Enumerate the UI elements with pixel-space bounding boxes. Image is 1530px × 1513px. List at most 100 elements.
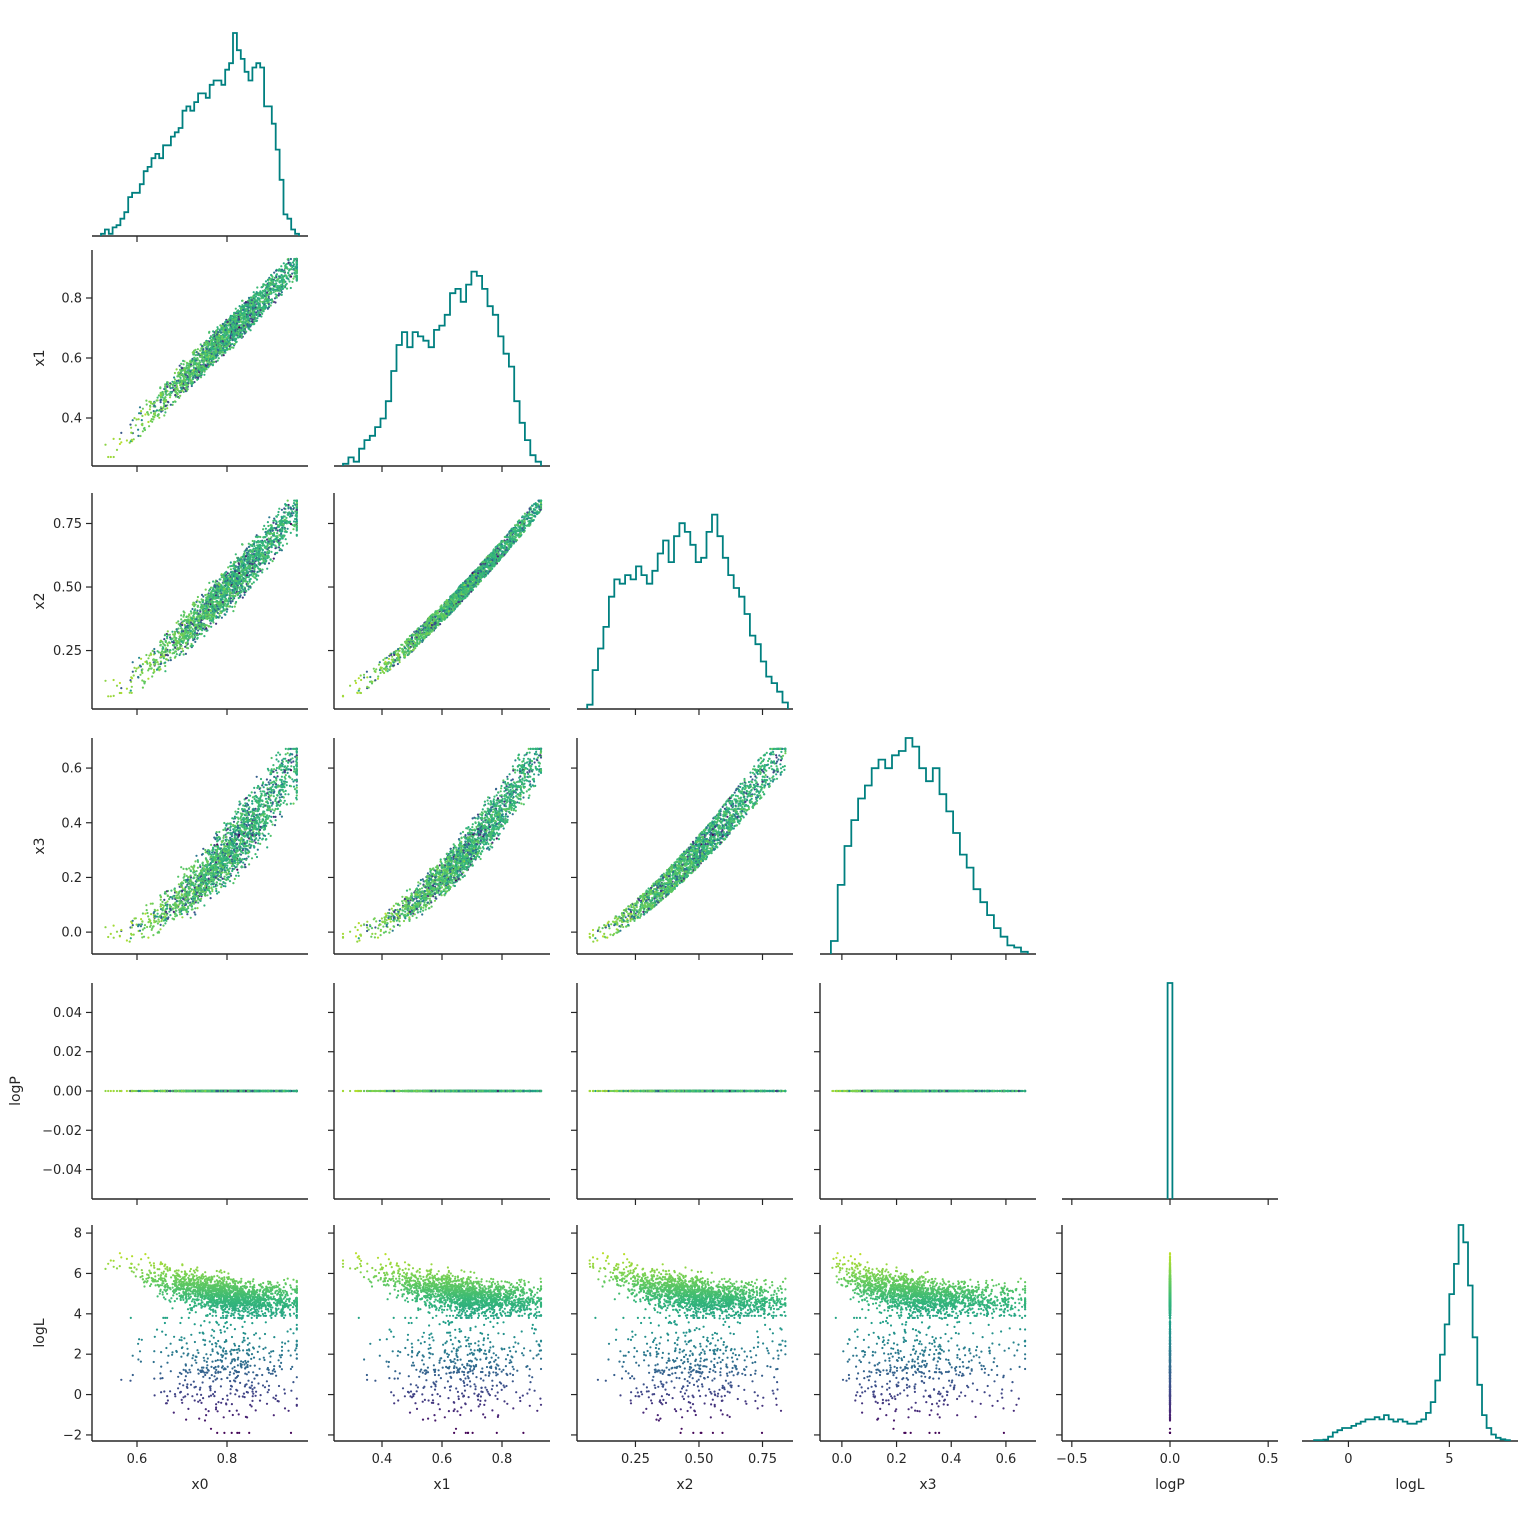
data-point bbox=[200, 376, 202, 378]
data-point bbox=[142, 687, 144, 689]
data-point bbox=[224, 597, 226, 599]
data-point bbox=[279, 293, 281, 295]
data-point bbox=[180, 618, 182, 620]
data-point bbox=[179, 635, 181, 637]
data-point bbox=[262, 528, 264, 530]
data-point bbox=[166, 637, 168, 639]
data-point bbox=[202, 361, 204, 363]
data-point bbox=[217, 616, 219, 618]
data-point bbox=[131, 692, 133, 694]
data-point bbox=[287, 514, 289, 516]
data-point bbox=[205, 353, 207, 355]
data-point bbox=[173, 636, 175, 638]
data-point bbox=[223, 586, 225, 588]
data-point bbox=[216, 333, 218, 335]
data-point bbox=[179, 390, 181, 392]
data-point bbox=[215, 623, 217, 625]
data-point bbox=[205, 599, 207, 601]
data-point bbox=[119, 692, 121, 694]
data-point bbox=[269, 530, 271, 532]
data-point bbox=[210, 626, 212, 628]
data-point bbox=[282, 287, 284, 289]
data-point bbox=[257, 315, 259, 317]
data-point bbox=[279, 548, 281, 550]
data-point bbox=[208, 625, 210, 627]
data-point bbox=[287, 259, 289, 261]
data-point bbox=[253, 543, 255, 545]
data-point bbox=[254, 318, 256, 320]
panel-x2-vs-x0: 0.250.500.75 bbox=[53, 493, 308, 715]
data-point bbox=[200, 367, 202, 369]
data-point bbox=[252, 549, 254, 551]
data-point bbox=[203, 615, 205, 617]
data-point bbox=[197, 370, 199, 372]
data-point bbox=[287, 272, 289, 274]
data-point bbox=[250, 570, 252, 572]
data-point bbox=[210, 612, 212, 614]
data-point bbox=[231, 315, 233, 317]
data-point bbox=[276, 535, 278, 537]
data-point bbox=[240, 561, 242, 563]
data-point bbox=[399, 661, 401, 663]
data-point bbox=[236, 317, 238, 319]
data-point bbox=[231, 589, 233, 591]
data-point bbox=[180, 614, 182, 616]
data-point bbox=[238, 567, 240, 569]
data-point bbox=[272, 280, 274, 282]
data-point bbox=[107, 695, 109, 697]
data-point bbox=[229, 589, 231, 591]
data-point bbox=[208, 609, 210, 611]
data-point bbox=[178, 372, 180, 374]
data-point bbox=[196, 624, 198, 626]
data-point bbox=[160, 652, 162, 654]
data-point bbox=[211, 339, 213, 341]
data-point bbox=[181, 382, 183, 384]
data-point bbox=[275, 270, 277, 272]
data-point bbox=[216, 586, 218, 588]
data-point bbox=[289, 521, 291, 523]
data-point bbox=[275, 296, 277, 298]
data-point bbox=[296, 534, 298, 536]
data-point bbox=[258, 544, 260, 546]
data-point bbox=[255, 549, 257, 551]
data-point bbox=[212, 621, 214, 623]
data-point bbox=[224, 346, 226, 348]
data-point bbox=[159, 644, 161, 646]
data-point bbox=[296, 265, 298, 267]
data-point bbox=[140, 410, 142, 412]
data-point bbox=[231, 575, 233, 577]
data-point bbox=[169, 385, 171, 387]
data-point bbox=[251, 563, 253, 565]
data-point bbox=[252, 551, 254, 553]
data-point bbox=[240, 321, 242, 323]
data-point bbox=[149, 408, 151, 410]
data-point bbox=[283, 536, 285, 538]
data-point bbox=[234, 326, 236, 328]
data-point bbox=[174, 638, 176, 640]
data-point bbox=[170, 659, 172, 661]
data-point bbox=[224, 580, 226, 582]
data-point bbox=[156, 409, 158, 411]
data-point bbox=[256, 541, 258, 543]
data-point bbox=[250, 329, 252, 331]
data-point bbox=[261, 569, 263, 571]
data-point bbox=[252, 540, 254, 542]
histogram-x1 bbox=[343, 272, 541, 466]
data-point bbox=[165, 387, 167, 389]
data-point bbox=[264, 289, 266, 291]
data-point bbox=[167, 630, 169, 632]
data-point bbox=[191, 644, 193, 646]
data-point bbox=[246, 574, 248, 576]
data-point bbox=[216, 341, 218, 343]
data-point bbox=[247, 321, 249, 323]
data-point bbox=[289, 262, 291, 264]
data-point bbox=[255, 308, 257, 310]
data-point bbox=[257, 310, 259, 312]
data-point bbox=[193, 350, 195, 352]
data-point bbox=[283, 282, 285, 284]
data-point bbox=[157, 397, 159, 399]
data-point bbox=[216, 329, 218, 331]
data-point bbox=[238, 572, 240, 574]
data-point bbox=[146, 403, 148, 405]
data-point bbox=[248, 576, 250, 578]
